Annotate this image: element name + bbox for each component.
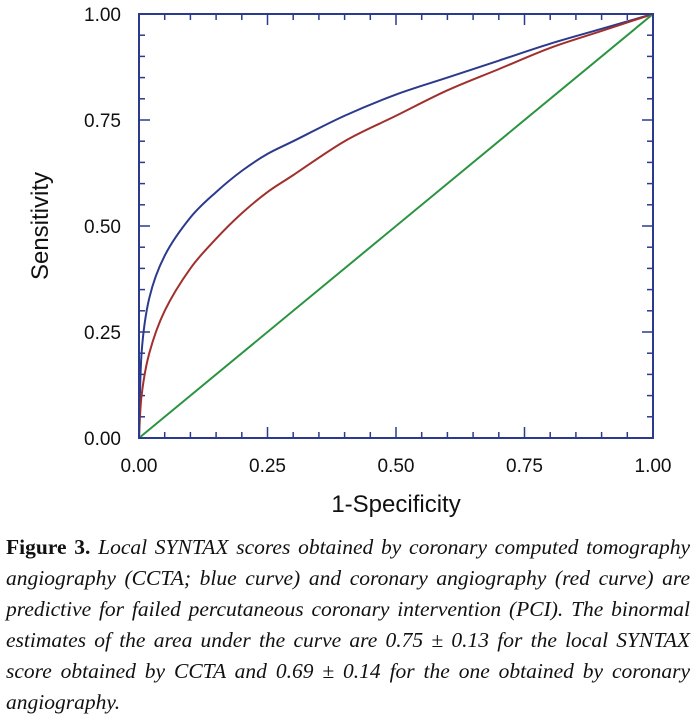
caption-lead: Figure 3. [6,535,91,559]
plot-frame [138,13,654,439]
x-tick-label: 0.50 [378,456,415,477]
series-line-1 [138,13,654,439]
y-tick-label: 1.00 [84,5,121,26]
x-tick-label: 0.25 [249,456,286,477]
series-line-3 [138,13,654,439]
x-axis-label: 1-Specificity [331,491,460,518]
caption-text: Local SYNTAX scores obtained by coronary… [6,535,691,714]
x-tick-label: 1.00 [635,456,672,477]
y-tick-label: 0.50 [84,217,121,238]
x-tick-label: 0.75 [506,456,543,477]
tick-labels: 0.00 0.25 0.50 0.75 1.00 0.00 0.25 0.50 0.75 1.00 [84,5,671,477]
series-line-2 [138,13,654,439]
y-axis-label: Sensitivity [27,172,54,280]
y-tick-label: 0.75 [84,111,121,132]
figure-caption: Figure 3. Local SYNTAX scores obtained b… [6,532,690,718]
roc-chart: 0.00 0.25 0.50 0.75 1.00 0.00 0.25 0.50 0.75 1.00… [27,5,671,518]
y-tick-label: 0.25 [84,323,121,344]
y-tick-label: 0.00 [84,429,121,450]
series-layer [138,13,654,439]
x-tick-label: 0.00 [121,456,158,477]
